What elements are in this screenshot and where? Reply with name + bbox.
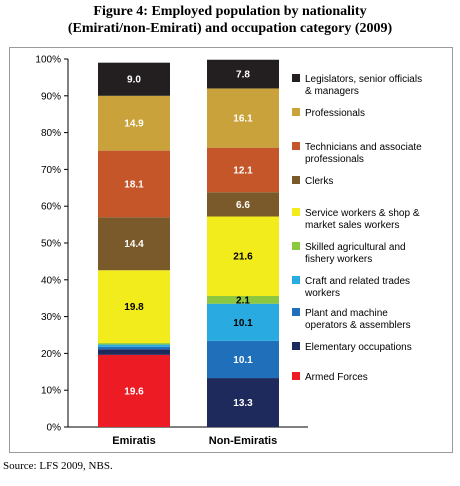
legend-label: Armed Forces [305, 372, 368, 383]
legend-swatch [292, 276, 300, 284]
bar-segment [98, 354, 170, 427]
legend-label: Professionals [305, 108, 365, 119]
data-label: 16.1 [233, 114, 253, 125]
legend-label: Service workers & shop & [305, 208, 420, 219]
bar-segment [98, 349, 170, 355]
data-label: 6.6 [236, 200, 250, 211]
legend-swatch [292, 176, 300, 184]
legend-label: & managers [305, 86, 359, 97]
bar-segment [98, 95, 170, 151]
y-tick-label: 50% [41, 239, 61, 250]
data-label: 10.1 [233, 355, 253, 366]
data-label: 14.9 [124, 119, 144, 130]
bar-segment [98, 270, 170, 344]
chart-title-line-1: Figure 4: Employed population by nationa… [93, 4, 367, 19]
legend-label: Legislators, senior officials [305, 74, 422, 85]
legend-label: fishery workers [305, 254, 372, 265]
chart-title: Figure 4: Employed population by nationa… [0, 3, 460, 37]
bar-segment [98, 344, 170, 347]
legend-swatch [292, 308, 300, 316]
y-tick-label: 100% [35, 55, 61, 66]
y-tick-label: 40% [41, 275, 61, 286]
y-tick-label: 30% [41, 312, 61, 323]
legend-label: Technicians and associate [305, 142, 422, 153]
legend-swatch [292, 242, 300, 250]
y-tick-label: 60% [41, 202, 61, 213]
y-tick-label: 70% [41, 165, 61, 176]
bar-segment [207, 147, 279, 193]
data-label: 18.1 [124, 179, 144, 190]
data-label: 7.8 [236, 70, 250, 81]
bar-segment [207, 295, 279, 304]
legend-swatch [292, 342, 300, 350]
y-tick-label: 90% [41, 91, 61, 102]
legend-label: Elementary occupations [305, 342, 412, 353]
source-note: Source: LFS 2009, NBS. [3, 460, 113, 472]
bar-segment [207, 303, 279, 341]
data-label: 2.1 [236, 295, 250, 306]
data-label: 21.6 [233, 252, 253, 263]
y-tick-label: 10% [41, 386, 61, 397]
data-label: 9.0 [127, 75, 141, 86]
bar-segment [98, 346, 170, 350]
bar-segment [98, 62, 170, 96]
legend-label: market sales workers [305, 220, 399, 231]
data-label: 14.4 [124, 239, 144, 250]
bar-segment [207, 192, 279, 217]
legend-swatch [292, 372, 300, 380]
legend-label: Craft and related trades [305, 276, 410, 287]
y-tick-label: 0% [47, 423, 62, 434]
legend-label: Clerks [305, 176, 333, 187]
legend-label: Skilled agricultural and [305, 242, 406, 253]
legend-label: workers [304, 288, 340, 299]
legend-swatch [292, 74, 300, 82]
legend-swatch [292, 108, 300, 116]
bar-segment [207, 88, 279, 148]
data-label: 13.3 [233, 398, 253, 409]
legend-swatch [292, 208, 300, 216]
legend-swatch [292, 142, 300, 150]
chart-frame [9, 47, 453, 453]
x-category-label: Non-Emiratis [209, 435, 277, 447]
legend-label: Plant and machine [305, 308, 388, 319]
bar-segment [98, 217, 170, 271]
bar-segment [98, 150, 170, 218]
bar-segment [207, 378, 279, 427]
legend-label: professionals [305, 154, 364, 165]
data-label: 10.1 [233, 318, 253, 329]
y-tick-label: 20% [41, 349, 61, 360]
bar-segment [207, 59, 279, 89]
bar-segment [207, 216, 279, 296]
bar-segment [98, 343, 170, 345]
data-label: 19.6 [124, 386, 144, 397]
legend-label: operators & assemblers [305, 320, 411, 331]
data-label: 19.8 [124, 302, 144, 313]
chart-title-line-2: (Emirati/non-Emirati) and occupation cat… [67, 21, 393, 36]
data-label: 12.1 [233, 165, 253, 176]
x-category-label: Emiratis [112, 435, 155, 447]
y-tick-label: 80% [41, 128, 61, 139]
bar-segment [207, 340, 279, 379]
